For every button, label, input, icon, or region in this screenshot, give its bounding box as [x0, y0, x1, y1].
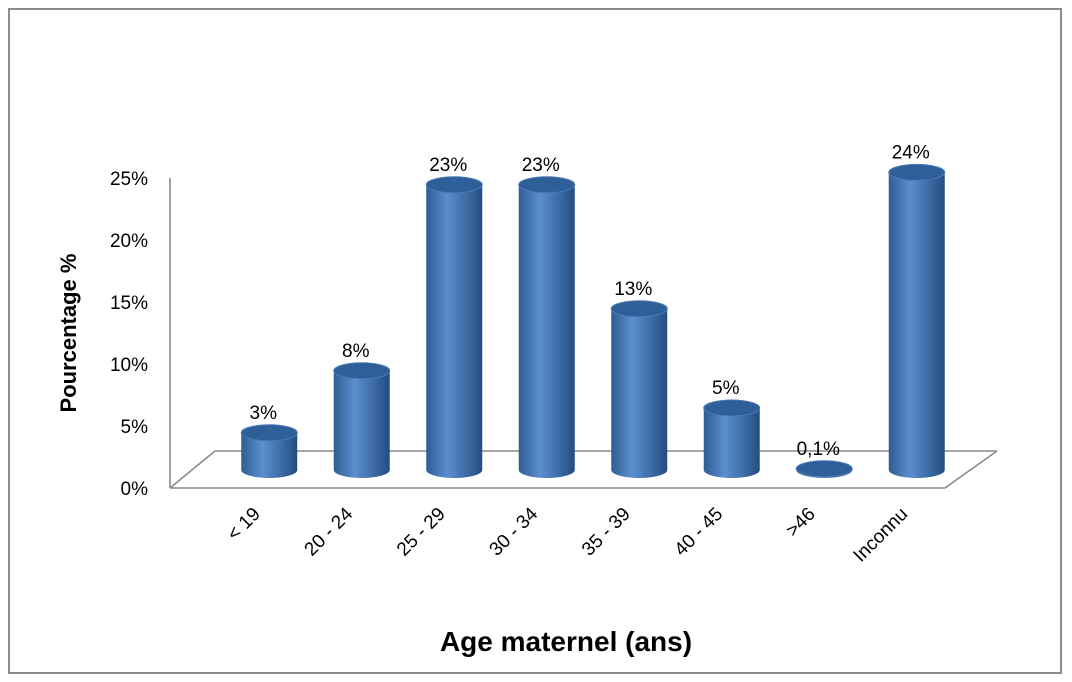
data-label: 3%: [250, 403, 278, 424]
floor-front-edge: [170, 450, 998, 489]
data-label: 24%: [892, 142, 930, 163]
bar-top: [518, 176, 576, 194]
bar-top: [610, 300, 668, 318]
data-label: 13%: [614, 279, 652, 300]
bar: [518, 176, 576, 479]
bars: [240, 163, 946, 479]
x-tick-label: >46: [782, 504, 820, 542]
x-tick-label: 25 - 29: [393, 504, 450, 561]
bar: [610, 300, 668, 478]
bar-body: [703, 408, 760, 478]
y-axis-ticks: 0% 5% 10% 15% 20% 25%: [110, 169, 148, 500]
bar-top: [795, 460, 853, 478]
x-tick-label: < 19: [223, 504, 264, 545]
bar-body: [426, 184, 483, 479]
data-labels: 3% 8% 23% 23% 13% 5% 0,1% 24%: [250, 142, 930, 459]
data-label: 5%: [712, 378, 740, 399]
x-axis-ticks: < 19 20 - 24 25 - 29 30 - 34 35 - 39 40 - 45 >…: [223, 503, 912, 566]
y-tick-label: 15%: [110, 293, 148, 314]
x-tick-label: 30 - 34: [486, 503, 543, 560]
data-label: 8%: [342, 341, 370, 362]
data-label: 0,1%: [797, 439, 840, 460]
bar-body: [611, 308, 668, 478]
bar: [333, 362, 391, 478]
bar: [703, 399, 761, 478]
bar-body: [518, 184, 575, 479]
y-axis-title: Pourcentage %: [56, 254, 81, 413]
x-tick-label: 40 - 45: [671, 504, 728, 561]
bar-body: [888, 172, 945, 478]
data-label: 23%: [429, 155, 467, 176]
bar-top: [703, 399, 761, 417]
bar: [425, 176, 483, 479]
x-axis-title: Age maternel (ans): [440, 626, 692, 657]
y-tick-label: 5%: [121, 417, 149, 438]
x-tick-label: 35 - 39: [578, 504, 635, 561]
bar-top: [888, 163, 946, 181]
bar-top: [425, 176, 483, 194]
bar: [888, 163, 946, 478]
x-tick-label: 20 - 24: [301, 503, 358, 560]
y-tick-label: 20%: [110, 231, 148, 252]
bar: [795, 460, 853, 478]
y-tick-label: 25%: [110, 169, 148, 190]
bar-body: [241, 432, 298, 478]
bar-body: [333, 370, 390, 478]
bar: [240, 424, 298, 478]
y-tick-label: 0%: [121, 479, 149, 500]
bar-top: [240, 424, 298, 442]
y-tick-label: 10%: [110, 355, 148, 376]
bar-top: [333, 362, 391, 380]
floor-left-edge: [169, 450, 216, 489]
x-tick-label: Inconnu: [850, 504, 913, 567]
data-label: 23%: [522, 155, 560, 176]
